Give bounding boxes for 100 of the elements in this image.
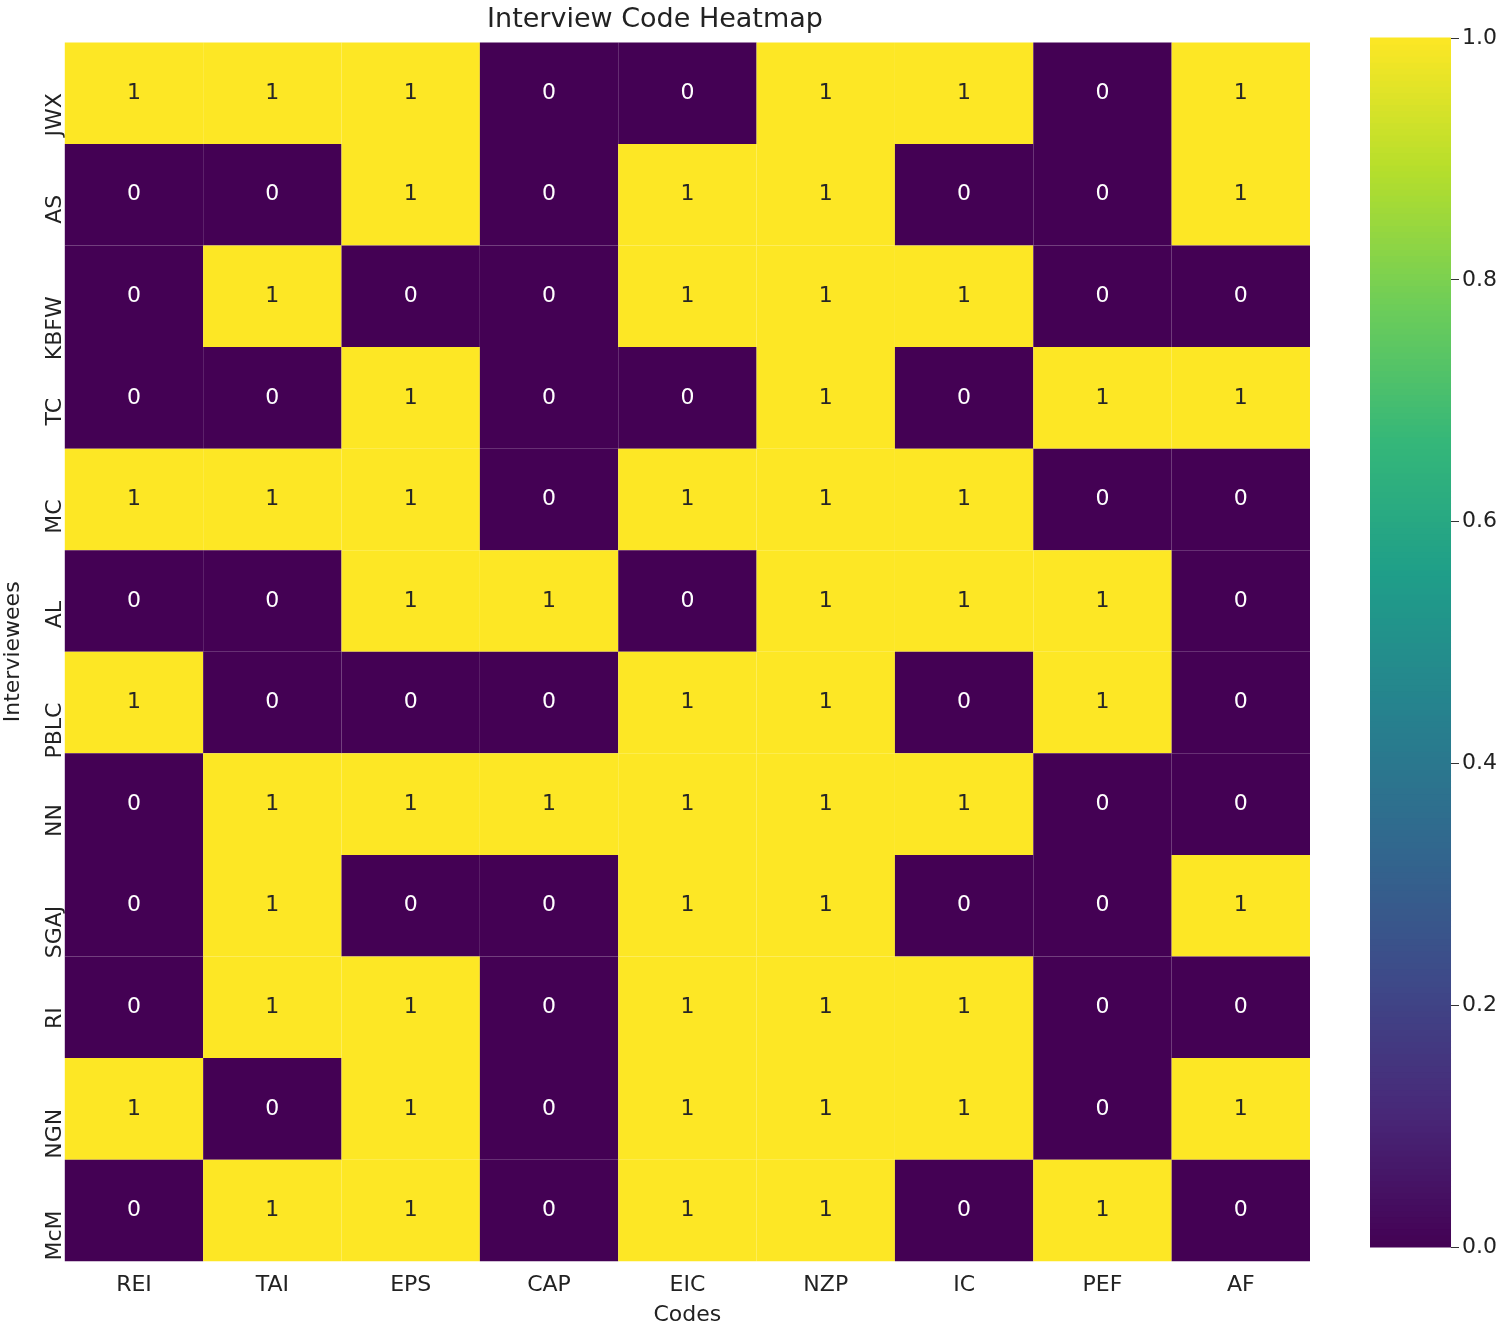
y-tick-label: AL bbox=[40, 600, 66, 629]
data-label: 0 bbox=[1233, 485, 1248, 511]
y-tick-label: SGAJ bbox=[40, 905, 66, 959]
data-label: 0 bbox=[957, 1196, 972, 1222]
data-label: 1 bbox=[957, 993, 972, 1018]
data-label: 1 bbox=[542, 586, 557, 612]
data-label: 1 bbox=[403, 789, 418, 815]
data-label: 1 bbox=[1233, 180, 1248, 206]
data-label: 0 bbox=[1233, 993, 1248, 1018]
data-label: 1 bbox=[957, 1094, 972, 1120]
x-tick-label: AF bbox=[1226, 1271, 1255, 1297]
data-label: 0 bbox=[265, 688, 280, 714]
data-label: 0 bbox=[126, 1196, 141, 1222]
data-label: 1 bbox=[818, 688, 833, 714]
data-label: 0 bbox=[542, 688, 557, 714]
data-label: 1 bbox=[1233, 1094, 1248, 1120]
data-label: 1 bbox=[818, 282, 833, 308]
data-label: 1 bbox=[680, 688, 695, 714]
data-label: 1 bbox=[818, 485, 833, 511]
data-label: 1 bbox=[818, 789, 833, 815]
y-tick-label: McM bbox=[40, 1210, 66, 1261]
data-label: 0 bbox=[126, 180, 141, 206]
data-label: 0 bbox=[1233, 688, 1248, 714]
data-label: 1 bbox=[957, 78, 972, 104]
data-label: 1 bbox=[680, 1196, 695, 1222]
data-label: 0 bbox=[126, 789, 141, 815]
data-label: 1 bbox=[126, 688, 141, 714]
data-label: 1 bbox=[818, 383, 833, 409]
x-tick-label: PEF bbox=[1082, 1271, 1123, 1297]
color-bar-label: 0.6 bbox=[1462, 507, 1498, 533]
data-label: 0 bbox=[126, 891, 141, 917]
y-tick-label: MC bbox=[40, 499, 66, 534]
data-label: 1 bbox=[1095, 586, 1110, 612]
color-bar-label: 0.8 bbox=[1462, 265, 1498, 291]
data-label: 0 bbox=[542, 383, 557, 409]
data-label: 0 bbox=[265, 1094, 280, 1120]
data-label: 1 bbox=[265, 78, 280, 104]
data-label: 1 bbox=[680, 789, 695, 815]
data-label: 1 bbox=[126, 1094, 141, 1120]
data-label: 0 bbox=[542, 1196, 557, 1222]
x-axis-title: Codes bbox=[653, 1300, 722, 1326]
data-label: 1 bbox=[1095, 383, 1110, 409]
data-label: 1 bbox=[265, 993, 280, 1018]
data-label: 0 bbox=[542, 891, 557, 917]
data-label: 0 bbox=[1095, 485, 1110, 511]
data-label: 0 bbox=[1095, 993, 1110, 1018]
y-tick-label: PBLC bbox=[40, 702, 66, 759]
y-tick-label: AS bbox=[40, 194, 66, 224]
data-label: 0 bbox=[542, 78, 557, 104]
data-label: 0 bbox=[1233, 789, 1248, 815]
data-label: 1 bbox=[403, 78, 418, 104]
data-label: 1 bbox=[265, 485, 280, 511]
data-label: 0 bbox=[1095, 180, 1110, 206]
data-label: 1 bbox=[680, 282, 695, 308]
color-bar-label: 0.4 bbox=[1462, 749, 1498, 775]
data-label: 0 bbox=[680, 78, 695, 104]
data-label: 1 bbox=[818, 1196, 833, 1222]
y-tick-label: RI bbox=[40, 1007, 66, 1030]
data-label: 1 bbox=[680, 993, 695, 1018]
data-label: 1 bbox=[680, 891, 695, 917]
x-tick-label: REI bbox=[116, 1271, 152, 1297]
data-label: 1 bbox=[818, 180, 833, 206]
color-bar-label: 1.0 bbox=[1462, 23, 1498, 49]
x-tick-label: TAI bbox=[254, 1271, 289, 1297]
data-label: 1 bbox=[1095, 688, 1110, 714]
data-label: 1 bbox=[957, 789, 972, 815]
data-label: 0 bbox=[126, 993, 141, 1018]
data-label: 0 bbox=[126, 586, 141, 612]
data-label: 0 bbox=[126, 383, 141, 409]
data-label: 1 bbox=[680, 1094, 695, 1120]
data-label: 1 bbox=[403, 180, 418, 206]
data-label: 1 bbox=[1095, 1196, 1110, 1222]
data-label: 1 bbox=[1233, 78, 1248, 104]
data-label: 1 bbox=[403, 993, 418, 1018]
data-label: 0 bbox=[542, 1094, 557, 1120]
x-tick-label: EIC bbox=[669, 1271, 706, 1297]
data-label: 0 bbox=[1095, 789, 1110, 815]
x-tick-label: NZP bbox=[803, 1271, 849, 1297]
data-label: 0 bbox=[957, 891, 972, 917]
data-label: 0 bbox=[542, 282, 557, 308]
data-label: 0 bbox=[680, 383, 695, 409]
data-label: 0 bbox=[1233, 1196, 1248, 1222]
data-label: 1 bbox=[403, 383, 418, 409]
data-label: 1 bbox=[680, 485, 695, 511]
color-bar-label: 0.2 bbox=[1462, 990, 1498, 1016]
data-label: 0 bbox=[265, 383, 280, 409]
data-label: 1 bbox=[265, 891, 280, 917]
x-tick-label: EPS bbox=[390, 1271, 432, 1297]
data-label: 0 bbox=[957, 688, 972, 714]
y-tick-label: KBFW bbox=[40, 296, 66, 361]
data-label: 1 bbox=[265, 282, 280, 308]
data-label: 1 bbox=[126, 78, 141, 104]
color-bar-label: 0.0 bbox=[1462, 1232, 1498, 1258]
y-tick-label: NN bbox=[40, 804, 66, 838]
data-label: 1 bbox=[403, 586, 418, 612]
data-label: 0 bbox=[403, 282, 418, 308]
data-label: 1 bbox=[542, 789, 557, 815]
x-tick-label: IC bbox=[953, 1271, 976, 1297]
data-label: 1 bbox=[818, 993, 833, 1018]
data-label: 0 bbox=[1233, 282, 1248, 308]
